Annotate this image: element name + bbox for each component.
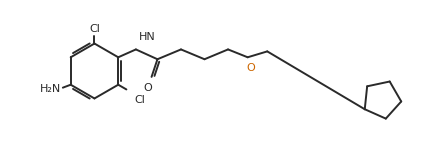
Text: Cl: Cl [134,95,145,105]
Text: HN: HN [139,32,156,42]
Text: O: O [246,63,255,73]
Text: Cl: Cl [89,24,100,34]
Text: O: O [143,83,152,93]
Text: H₂N: H₂N [40,84,61,94]
